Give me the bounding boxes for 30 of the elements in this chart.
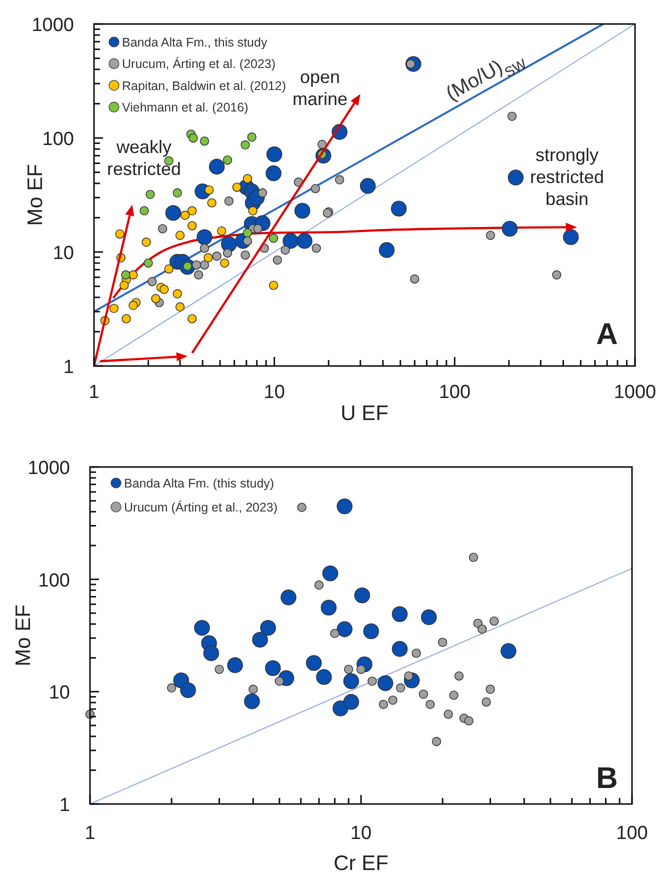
y-axis-title: Mo EF (12, 604, 35, 666)
y-tick-label: 1000 (28, 458, 70, 479)
x-tick-label: 1 (88, 382, 100, 403)
annotation: weakly restricted (106, 137, 182, 179)
annotation: strongly restricted basin (530, 145, 604, 209)
x-tick-label: 100 (438, 382, 471, 403)
y-tick-label: 10 (48, 682, 70, 704)
legend-label: Banda Alta Fm. (this study) (124, 476, 274, 490)
legend-label: Urucum (Árting et al., 2023) (124, 500, 278, 514)
annotation: A (596, 318, 618, 351)
legend-label: Urucum, Árting et al. (2023) (122, 57, 276, 72)
x-tick-label: 10 (350, 823, 372, 844)
y-axis-title: Mo EF (24, 164, 47, 226)
y-tick-label: 10 (52, 243, 74, 264)
y-tick-label: 1000 (32, 15, 74, 36)
annotation: open marine (292, 67, 348, 109)
x-tick-label: 10 (264, 382, 285, 403)
x-axis-title: U EF (340, 402, 388, 425)
x-axis-title: Cr EF (334, 852, 388, 873)
y-tick-label: 1 (63, 357, 74, 378)
x-tick-label: 100 (616, 823, 648, 844)
y-tick-label: 100 (38, 570, 70, 592)
y-tick-label: 1 (59, 795, 70, 816)
annotation: B (596, 762, 618, 795)
legend-label: Viehmann et al. (2016) (122, 100, 248, 115)
legend-label: Banda Alta Fm., this study (122, 36, 268, 50)
x-tick-label: 1 (84, 823, 96, 844)
legend-label: Rapitan, Baldwin et al. (2012) (122, 78, 286, 93)
y-tick-label: 100 (42, 129, 74, 150)
x-tick-label: 1000 (614, 382, 656, 403)
